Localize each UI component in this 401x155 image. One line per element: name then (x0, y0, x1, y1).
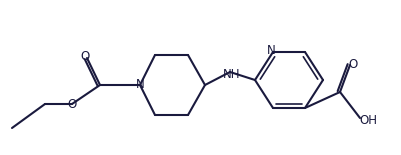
Text: O: O (67, 97, 77, 111)
Text: N: N (136, 78, 144, 91)
Text: N: N (267, 44, 275, 58)
Text: OH: OH (359, 115, 377, 128)
Text: O: O (80, 51, 90, 64)
Text: NH: NH (223, 68, 241, 81)
Text: O: O (348, 58, 358, 71)
